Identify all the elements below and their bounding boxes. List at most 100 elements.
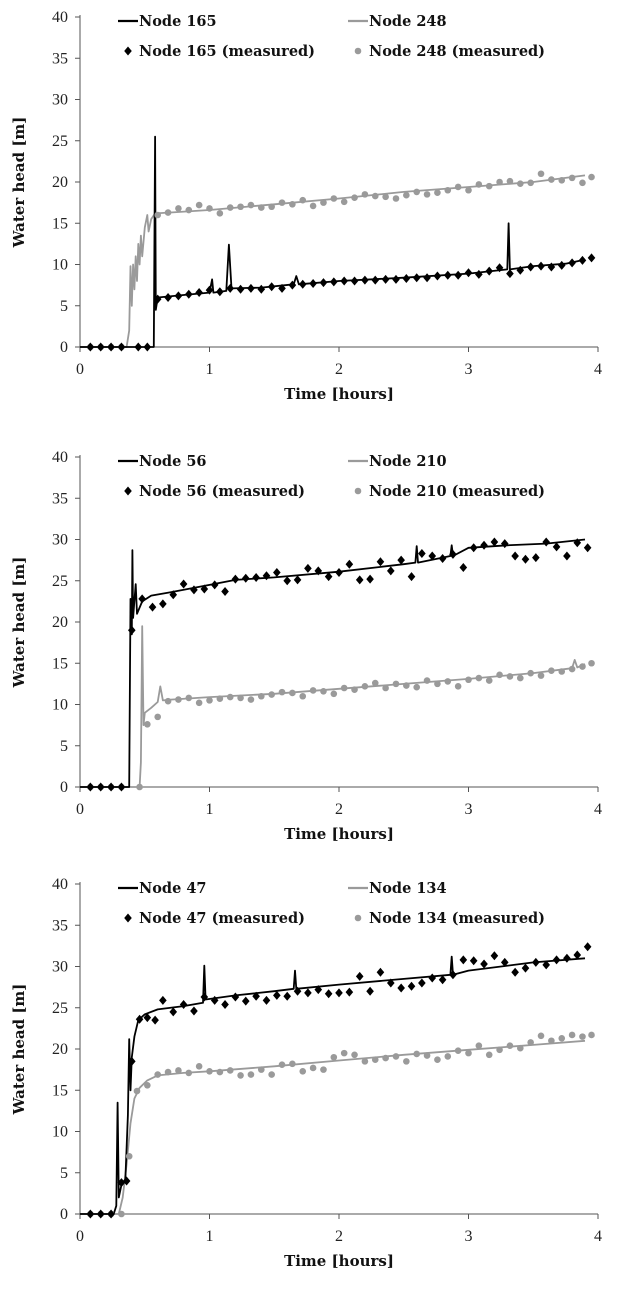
- data-point-diamond: [500, 539, 509, 549]
- data-point-circle: [206, 697, 213, 704]
- legend-label: Node 47: [139, 880, 207, 897]
- legend: Node 47 Node 134 Node 47 (measured) Node 13…: [118, 880, 545, 927]
- data-point-diamond: [397, 983, 405, 993]
- data-point-diamond: [143, 342, 152, 352]
- data-point-circle: [206, 1067, 213, 1075]
- data-point-circle: [340, 1049, 348, 1057]
- data-point-circle: [371, 679, 379, 687]
- data-point-diamond: [153, 294, 162, 304]
- data-point-diamond: [107, 1209, 115, 1219]
- data-point-circle: [351, 194, 358, 201]
- data-point-circle: [216, 695, 224, 703]
- data-point-circle: [382, 193, 389, 201]
- data-point-diamond: [366, 574, 374, 584]
- y-tick-label: 5: [60, 738, 68, 755]
- data-point-circle: [496, 178, 503, 186]
- data-point-circle: [423, 1052, 431, 1059]
- data-point-diamond: [252, 572, 260, 582]
- data-point-circle: [496, 1046, 503, 1054]
- y-tick-label: 0: [60, 1206, 68, 1223]
- data-point-circle: [258, 692, 265, 700]
- legend-label: Node 248 (measured): [369, 43, 545, 60]
- data-point-circle: [434, 680, 441, 688]
- data-point-circle: [403, 682, 410, 689]
- data-point-circle: [206, 205, 213, 212]
- x-tick-label: 0: [76, 361, 84, 378]
- x-tick-label: 4: [594, 801, 602, 818]
- data-point-circle: [154, 713, 161, 721]
- data-point-circle: [340, 198, 348, 206]
- data-point-diamond: [298, 279, 307, 289]
- data-point-diamond: [573, 950, 582, 960]
- legend-label: Node 165: [139, 13, 217, 30]
- y-tick-label: 35: [52, 50, 68, 67]
- data-point-circle: [340, 684, 348, 692]
- data-point-diamond: [449, 549, 457, 559]
- data-point-circle: [154, 211, 161, 219]
- data-point-circle: [125, 1152, 133, 1160]
- data-point-diamond: [583, 543, 592, 553]
- data-point-diamond: [231, 992, 240, 1002]
- data-point-circle: [465, 676, 472, 684]
- data-point-diamond: [128, 1056, 136, 1066]
- data-point-diamond: [128, 625, 136, 635]
- data-point-diamond: [314, 566, 323, 576]
- y-tick-label: 20: [52, 614, 68, 631]
- data-point-circle: [185, 206, 193, 214]
- data-point-circle: [164, 209, 172, 216]
- x-tick-label: 3: [465, 1228, 473, 1245]
- x-tick-label: 4: [594, 1228, 602, 1245]
- data-point-diamond: [392, 274, 400, 284]
- data-point-circle: [558, 177, 566, 184]
- data-point-diamond: [438, 553, 447, 563]
- data-point-circle: [320, 199, 327, 206]
- data-point-diamond: [376, 557, 385, 567]
- y-tick-label: 15: [52, 1082, 68, 1099]
- data-point-diamond: [267, 282, 276, 292]
- data-point-diamond: [309, 278, 317, 288]
- data-point-circle: [268, 691, 275, 698]
- data-point-diamond: [96, 342, 105, 352]
- data-point-circle: [527, 669, 534, 677]
- data-point-circle: [216, 1068, 224, 1076]
- legend-marker-swatch: [354, 914, 362, 922]
- data-point-diamond: [402, 274, 411, 284]
- data-point-diamond: [273, 568, 281, 577]
- data-point-diamond: [573, 538, 582, 548]
- data-point-diamond: [443, 270, 452, 280]
- data-point-circle: [289, 689, 296, 697]
- data-point-diamond: [418, 549, 426, 559]
- y-tick-label: 30: [52, 959, 68, 976]
- series-markers: [87, 1031, 595, 1218]
- data-point-diamond: [273, 990, 281, 1000]
- x-tick-label: 4: [594, 361, 602, 378]
- data-point-diamond: [190, 1006, 198, 1016]
- data-point-diamond: [345, 987, 354, 997]
- data-point-diamond: [107, 782, 115, 792]
- series-markers: [86, 253, 596, 352]
- x-tick-label: 2: [335, 801, 343, 818]
- data-point-circle: [475, 181, 483, 188]
- data-point-circle: [299, 692, 307, 700]
- legend-item: Node 210: [348, 453, 447, 470]
- data-point-diamond: [542, 537, 550, 547]
- data-point-diamond: [387, 566, 395, 576]
- data-point-circle: [454, 683, 462, 690]
- data-point-circle: [195, 699, 203, 707]
- data-point-diamond: [288, 280, 297, 290]
- series-line: [80, 955, 586, 1215]
- data-point-diamond: [563, 551, 571, 561]
- data-point-circle: [444, 678, 452, 685]
- data-point-diamond: [231, 574, 240, 584]
- legend-item: Node 210 (measured): [354, 483, 545, 500]
- data-point-diamond: [283, 576, 291, 586]
- data-point-circle: [268, 203, 275, 211]
- data-point-diamond: [159, 599, 167, 609]
- y-tick-label: 30: [52, 92, 68, 109]
- y-tick-label: 25: [52, 133, 68, 150]
- data-point-diamond: [324, 989, 333, 999]
- data-point-circle: [413, 683, 421, 691]
- y-tick-label: 0: [60, 339, 68, 356]
- data-point-diamond: [184, 289, 193, 299]
- data-point-circle: [537, 170, 545, 178]
